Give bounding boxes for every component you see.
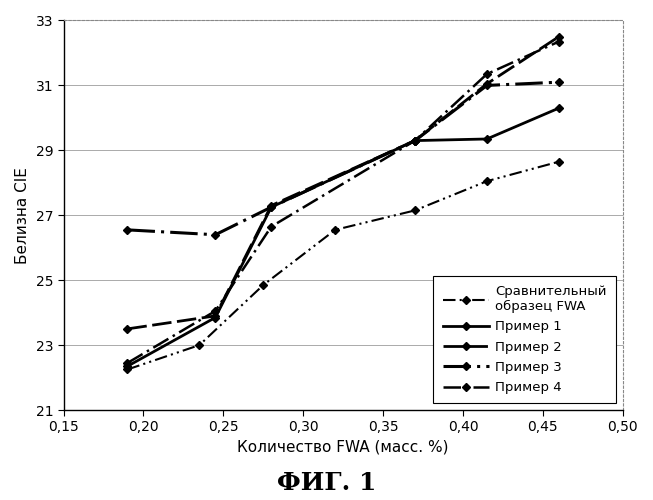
Пример 1 [483,136,491,142]
Пример 1 [411,138,419,143]
Пример 2 [123,326,131,332]
Пример 4 [267,224,275,230]
Сравнительный
образец FWA [555,158,563,164]
X-axis label: Количество FWA (масс. %): Количество FWA (масс. %) [238,440,449,455]
Пример 2 [483,81,491,87]
Пример 1 [212,314,219,320]
Y-axis label: Белизна CIE: Белизна CIE [15,167,30,264]
Legend: Сравнительный
образец FWA, Пример 1, Пример 2, Пример 3, Пример 4: Сравнительный образец FWA, Пример 1, При… [434,276,616,404]
Line: Пример 1: Пример 1 [125,106,562,369]
Пример 4 [411,138,419,143]
Пример 3 [267,204,275,210]
Сравнительный
образец FWA [411,208,419,214]
Line: Сравнительный
образец FWA: Сравнительный образец FWA [125,159,562,372]
Пример 4 [212,308,219,314]
Line: Пример 2: Пример 2 [125,34,562,332]
Пример 3 [123,227,131,233]
Пример 1 [267,204,275,210]
Пример 3 [483,82,491,88]
Line: Пример 4: Пример 4 [125,39,562,366]
Пример 3 [411,138,419,143]
Пример 2 [555,34,563,40]
Line: Пример 3: Пример 3 [125,80,562,237]
Text: ФИГ. 1: ФИГ. 1 [277,471,376,495]
Пример 3 [555,79,563,85]
Сравнительный
образец FWA [331,227,339,233]
Пример 1 [123,363,131,369]
Пример 2 [267,202,275,208]
Сравнительный
образец FWA [123,366,131,372]
Пример 4 [123,360,131,366]
Пример 4 [555,38,563,44]
Сравнительный
образец FWA [483,178,491,184]
Пример 1 [555,105,563,111]
Сравнительный
образец FWA [195,342,203,348]
Пример 2 [212,313,219,319]
Пример 2 [411,138,419,143]
Сравнительный
образец FWA [259,282,267,288]
Пример 3 [212,232,219,237]
Пример 4 [483,71,491,77]
